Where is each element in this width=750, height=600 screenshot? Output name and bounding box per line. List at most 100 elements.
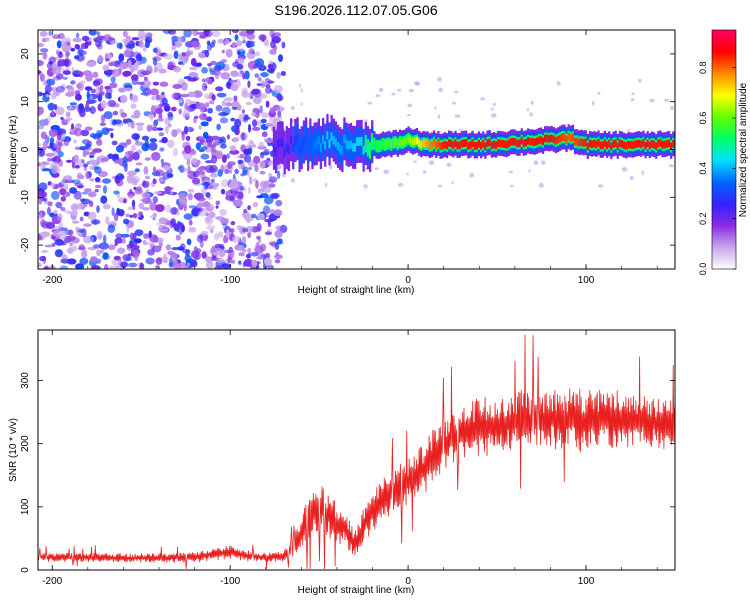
noise-blob — [208, 100, 215, 105]
noise-blob — [68, 229, 74, 236]
noise-blob — [254, 73, 260, 78]
noise-blob — [167, 113, 174, 121]
ridge-cell — [475, 142, 478, 150]
noise-blob — [276, 116, 283, 120]
ridge-cell — [488, 138, 491, 147]
noise-blob — [125, 213, 131, 218]
noise-blob — [184, 265, 189, 269]
noise-blob — [102, 185, 108, 194]
colorbar-frame — [711, 29, 737, 270]
noise-blob — [40, 219, 46, 228]
noise-blob — [185, 259, 193, 263]
noise-blob — [134, 238, 142, 244]
noise-blob — [51, 147, 57, 151]
noise-blob — [221, 263, 232, 269]
noise-blob — [383, 169, 390, 174]
noise-blob — [68, 105, 72, 110]
noise-blob — [214, 265, 223, 269]
noise-blob — [132, 213, 137, 219]
ridge-cell — [345, 139, 348, 149]
noise-blob — [273, 85, 283, 94]
noise-blob — [231, 42, 237, 48]
noise-blob — [254, 58, 265, 68]
ridge-cell — [548, 135, 551, 143]
noise-blob — [375, 94, 381, 98]
noise-blob — [56, 73, 64, 80]
noise-blob — [155, 257, 163, 265]
noise-blob — [71, 210, 79, 217]
noise-blob — [102, 178, 112, 184]
noise-blob — [226, 153, 230, 159]
ridge-cell — [497, 139, 500, 147]
noise-blob — [663, 98, 670, 102]
noise-blob — [277, 110, 282, 118]
noise-blob — [51, 236, 56, 240]
ridge-cell — [420, 141, 423, 149]
noise-blob — [74, 93, 82, 101]
ridge-cell — [401, 138, 404, 147]
noise-blob — [89, 106, 96, 115]
noise-blob — [41, 161, 50, 166]
noise-blob — [106, 40, 110, 45]
noise-blob — [230, 145, 237, 152]
noise-blob — [224, 97, 234, 102]
noise-blob — [273, 32, 282, 37]
ridge-cell — [426, 140, 429, 148]
noise-blob — [144, 40, 150, 49]
ridge-cell — [465, 139, 468, 147]
noise-blob — [237, 191, 244, 200]
noise-blob — [364, 119, 368, 123]
noise-blob — [220, 179, 229, 188]
noise-blob — [183, 125, 189, 135]
ridge-cell — [341, 146, 344, 155]
ridge-cell — [322, 135, 325, 144]
noise-blob — [105, 216, 110, 225]
noise-blob — [95, 85, 100, 93]
noise-blob — [454, 90, 459, 94]
noise-blob — [257, 77, 262, 82]
ridge-cell — [638, 139, 641, 148]
ridge-cell — [298, 146, 301, 155]
noise-blob — [198, 136, 205, 141]
noise-blob — [244, 114, 249, 118]
noise-blob — [649, 98, 655, 103]
noise-blob — [190, 58, 197, 66]
ridge-cell — [663, 140, 666, 149]
noise-blob — [108, 244, 116, 251]
colorbar-label: Normalized spectral amplitude — [738, 82, 749, 217]
noise-blob — [76, 83, 82, 89]
ridge-cell — [529, 137, 532, 146]
colorbar-gradient — [712, 30, 736, 269]
noise-blob — [195, 102, 206, 110]
noise-blob — [149, 138, 158, 143]
noise-blob — [263, 39, 270, 47]
noise-blob — [41, 250, 49, 253]
noise-blob — [181, 249, 191, 254]
noise-blob — [247, 205, 252, 211]
noise-blob — [158, 132, 165, 137]
noise-blob — [152, 196, 158, 204]
noise-blob — [89, 151, 96, 155]
ridge-cell — [371, 137, 374, 146]
ridge-cell — [354, 143, 357, 152]
noise-blob — [454, 114, 461, 118]
noise-blob — [149, 88, 159, 96]
noise-blob — [195, 142, 202, 151]
ridge-cell — [304, 134, 308, 144]
noise-blob — [55, 201, 63, 209]
noise-blob — [212, 39, 216, 45]
noise-blob — [125, 44, 135, 49]
noise-blob — [291, 106, 295, 111]
noise-blob — [107, 53, 113, 59]
noise-blob — [200, 121, 209, 127]
noise-blob — [153, 191, 162, 195]
noise-blob — [174, 39, 183, 48]
noise-blob — [100, 195, 108, 204]
noise-blob — [86, 71, 91, 77]
ridge-cell — [285, 143, 288, 152]
noise-blob — [100, 100, 107, 109]
ridge-cell — [544, 134, 547, 143]
noise-blob — [118, 53, 125, 62]
noise-blob — [62, 175, 73, 181]
noise-blob — [141, 135, 150, 141]
